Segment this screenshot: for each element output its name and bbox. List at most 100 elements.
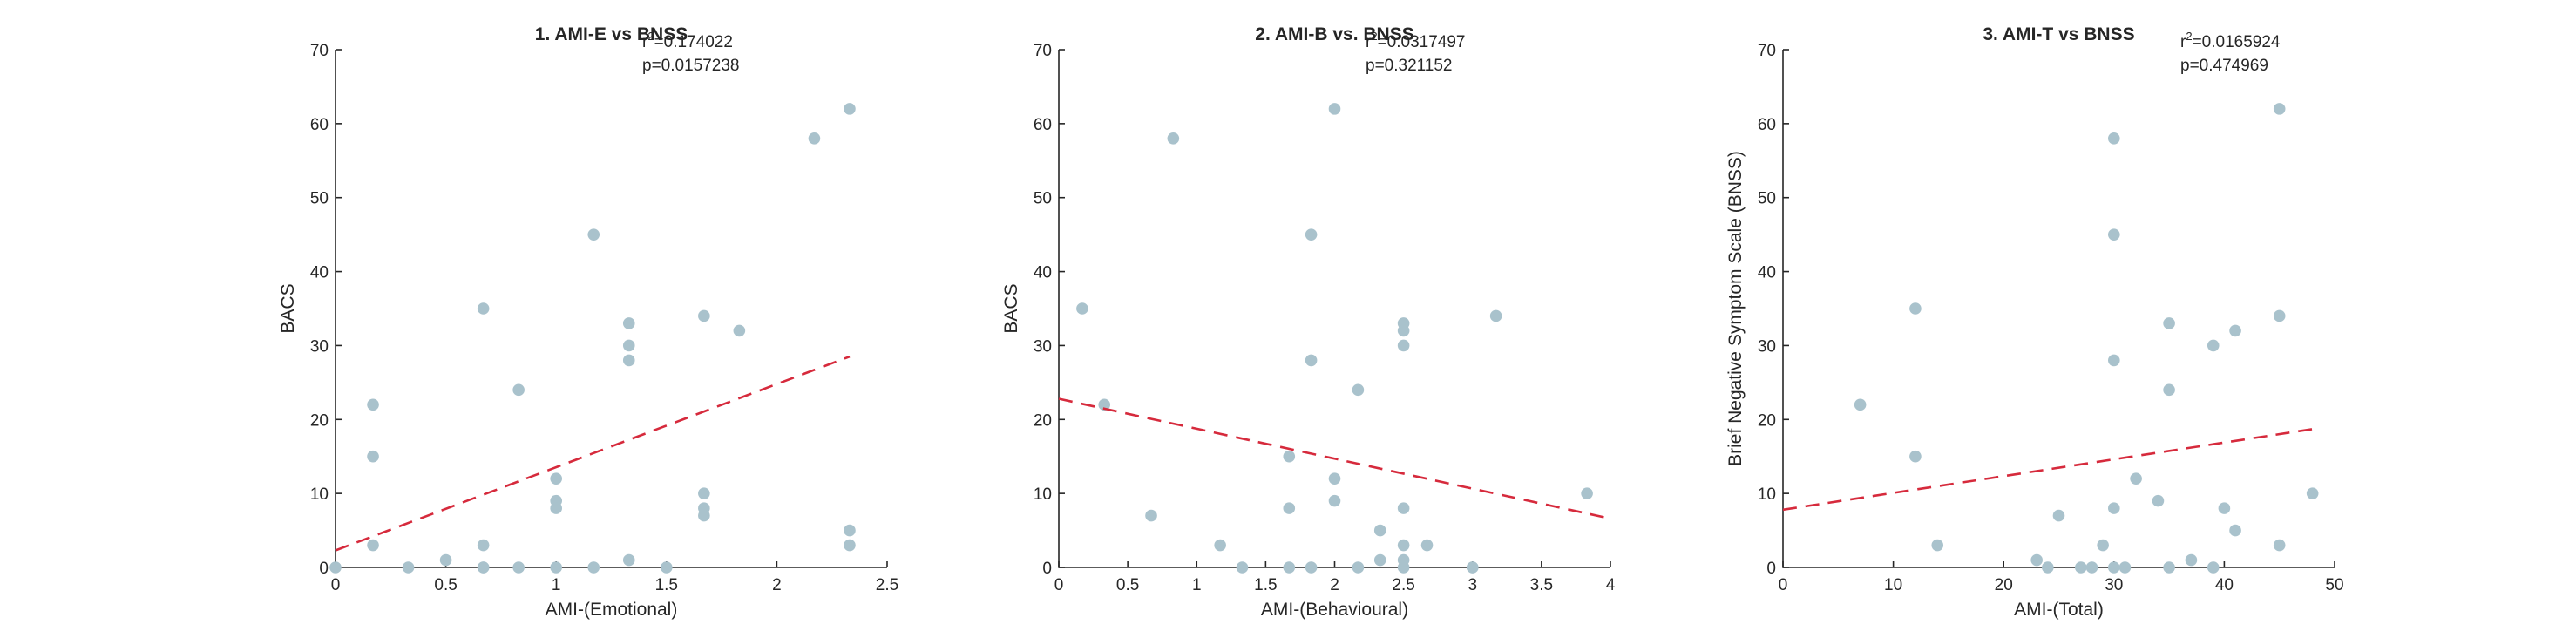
- data-point: [2273, 309, 2286, 322]
- y-tick-label: 50: [1758, 190, 1776, 208]
- y-tick-label: 60: [310, 116, 329, 134]
- data-point: [587, 561, 600, 574]
- data-point: [622, 317, 635, 329]
- y-tick-label: 70: [310, 42, 329, 60]
- data-point: [477, 302, 490, 315]
- y-tick-label: 60: [1758, 116, 1776, 134]
- x-tick-label: 2.5: [1392, 576, 1414, 594]
- panel-title: 2. AMI-B vs. BNSS: [1255, 24, 1413, 44]
- data-point: [2108, 228, 2120, 241]
- y-tick-label: 10: [1034, 485, 1052, 504]
- y-tick-label: 30: [310, 337, 329, 356]
- data-point: [1305, 354, 1318, 367]
- data-point: [2075, 561, 2087, 574]
- x-tick-label: 10: [1884, 576, 1902, 594]
- data-point: [844, 103, 856, 115]
- r-squared-exponent: 2: [2186, 30, 2192, 43]
- data-point: [1352, 383, 1365, 397]
- data-point: [2306, 487, 2319, 499]
- y-tick-label: 0: [1766, 560, 1776, 578]
- y-tick-label: 0: [319, 560, 329, 578]
- data-point: [1397, 502, 1410, 514]
- data-point: [1214, 539, 1226, 552]
- data-point: [2163, 317, 2175, 329]
- axes-lines: [1058, 50, 1610, 568]
- data-point: [1909, 302, 1922, 315]
- y-tick-label: 70: [1034, 42, 1052, 60]
- data-point: [622, 553, 635, 567]
- y-tick-label: 10: [1758, 485, 1776, 504]
- data-point: [1397, 561, 1410, 574]
- axes-lines: [335, 50, 887, 568]
- x-tick-label: 0: [331, 576, 341, 594]
- data-point: [1283, 450, 1296, 463]
- panel-2-ami-b: 0 0.5 1 1.5 2 2.5 3 3.5 4010203040506070AMI-(Beh…: [1001, 24, 1616, 620]
- data-point: [329, 561, 342, 574]
- y-tick-label: 30: [1034, 337, 1052, 356]
- x-tick-label: 3: [1468, 576, 1477, 594]
- data-point: [1305, 228, 1318, 241]
- x-tick-label: 1.5: [1254, 576, 1277, 594]
- data-point: [402, 561, 415, 574]
- y-tick-label: 70: [1758, 42, 1776, 60]
- panel-3-ami-t: 0 10 20 30 40 50 0 10 20 30 40 50 60 70 AMI-(Total) Bri…: [1725, 24, 2344, 620]
- data-point: [1373, 524, 1386, 537]
- data-point: [2108, 354, 2120, 367]
- p-value-text: p=0.321152: [1366, 57, 1453, 75]
- regression-line: [1058, 397, 1611, 520]
- data-point: [844, 524, 856, 537]
- data-point: [2152, 494, 2165, 507]
- data-point: [1076, 302, 1088, 315]
- data-point: [2207, 561, 2220, 574]
- data-point: [2163, 561, 2175, 574]
- data-point: [698, 309, 710, 322]
- data-point: [2273, 103, 2286, 115]
- x-tick-label: 2: [1330, 576, 1339, 594]
- r-squared-exponent: 2: [647, 30, 654, 43]
- data-point: [1466, 561, 1479, 574]
- data-point: [2052, 509, 2065, 522]
- r-squared-symbol: r: [2180, 33, 2186, 51]
- r-squared-text: r2=0.174022: [642, 30, 733, 51]
- data-point: [622, 354, 635, 367]
- data-point: [1236, 561, 1249, 574]
- data-point: [2218, 502, 2231, 514]
- y-tick-label: 50: [1034, 190, 1052, 208]
- data-point: [1305, 561, 1318, 574]
- panel-1-ami-e: 0 0.5 1 1.5 2 2.5 0 10 20 30 40 50 60 70 AMI-(Emotiona…: [278, 24, 898, 620]
- data-point: [1397, 339, 1410, 352]
- data-point: [2229, 524, 2241, 537]
- data-point: [477, 539, 490, 552]
- data-point: [2108, 132, 2120, 145]
- data-point: [1373, 553, 1386, 567]
- y-tick-label: 20: [1034, 411, 1052, 430]
- x-tick-label: 3.5: [1530, 576, 1553, 594]
- p-value-text: p=0.474969: [2180, 57, 2268, 75]
- r-squared-text: r2=0.0165924: [2180, 30, 2281, 51]
- data-point: [661, 561, 673, 574]
- x-tick-label: 0.5: [1116, 576, 1139, 594]
- y-tick-label: 40: [1034, 264, 1052, 282]
- data-point: [1328, 472, 1341, 485]
- data-point: [550, 472, 562, 485]
- x-tick-label: 40: [2215, 576, 2234, 594]
- data-point: [2085, 561, 2098, 574]
- data-point: [2097, 539, 2109, 552]
- x-tick-label: 50: [2325, 576, 2343, 594]
- y-tick-label: 10: [310, 485, 329, 504]
- data-point: [1328, 103, 1341, 115]
- x-tick-label: 0: [1054, 576, 1064, 594]
- x-tick-label: 0: [1779, 576, 1788, 594]
- x-tick-label: 2: [772, 576, 782, 594]
- y-tick-label: 50: [310, 190, 329, 208]
- data-point: [367, 539, 379, 552]
- r-squared-value: =0.0317497: [1378, 33, 1466, 51]
- data-point: [622, 339, 635, 352]
- data-point: [1581, 487, 1593, 499]
- data-point: [512, 383, 525, 397]
- r-squared-symbol: r: [1366, 33, 1372, 51]
- data-point: [2030, 553, 2043, 567]
- data-point: [2207, 339, 2220, 352]
- r-squared-value: =0.174022: [654, 33, 733, 51]
- y-tick-label: 30: [1758, 337, 1776, 356]
